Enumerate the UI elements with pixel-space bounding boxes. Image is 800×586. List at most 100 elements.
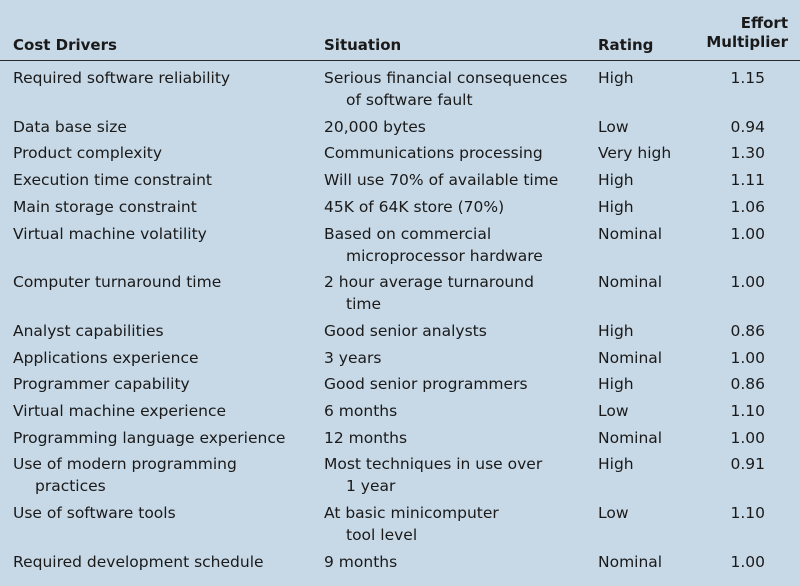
cell-effort-multiplier: 1.11 (730, 171, 765, 190)
cell-cost-driver: Computer turnaround time (13, 271, 313, 293)
situation-text: 20,000 bytes (324, 117, 426, 136)
cell-effort-multiplier: 1.15 (730, 69, 765, 87)
cost-driver-text: Execution time constraint (13, 171, 212, 190)
cost-driver-text: Data base size (13, 117, 127, 136)
cost-driver-text: Virtual machine volatility (13, 224, 207, 243)
header-effort-line1: Effort (740, 14, 788, 32)
cell-effort-multiplier: 0.91 (730, 455, 765, 474)
cost-driver-text: Analyst capabilities (13, 321, 164, 340)
cell-rating: Nominal (598, 348, 663, 367)
table-row: Programming language experience 12 months… (0, 427, 800, 449)
table-row: Required development schedule 9 months Nom… (0, 551, 800, 573)
table-row: Execution time constraint Will use 70% of… (0, 169, 800, 191)
cost-driver-text: Use of software tools (13, 504, 176, 523)
cell-cost-driver: Product complexity (13, 142, 313, 164)
cell-rating: Low (598, 402, 629, 420)
cell-situation: Good senior analysts (324, 320, 592, 342)
table-row: Computer turnaround time 2 hour average t… (0, 271, 800, 315)
cell-situation: 12 months (324, 427, 592, 449)
cell-effort-multiplier: 1.30 (730, 144, 765, 163)
cell-situation: Communications processing (324, 142, 592, 164)
cost-driver-text: Required development schedule (13, 552, 264, 571)
table-header: Cost Drivers Situation Rating Effort Mul… (0, 0, 800, 61)
cell-cost-driver: Virtual machine volatility (13, 223, 313, 245)
cell-cost-driver: Required development schedule (13, 551, 313, 573)
situation-text: 2 hour average turnaround (324, 273, 534, 292)
cell-situation: 20,000 bytes (324, 116, 592, 138)
cell-cost-driver: Main storage constraint (13, 196, 313, 218)
cell-effort-multiplier: 1.00 (730, 348, 765, 367)
table-row: Use of modern programming practices Most t… (0, 453, 800, 497)
cell-cost-driver: Programming language experience (13, 427, 313, 449)
cell-situation: Based on commercial microprocessor hardwa… (324, 223, 592, 267)
situation-text: Based on commercial (324, 224, 492, 243)
cell-situation: Good senior programmers (324, 373, 592, 395)
table-row: Applications experience 3 years Nominal 1.0… (0, 347, 800, 369)
situation-text: Good senior programmers (324, 375, 528, 394)
table-row: Analyst capabilities Good senior analysts… (0, 320, 800, 342)
table-row: Data base size 20,000 bytes Low 0.94 (0, 116, 800, 138)
cost-driver-text: Main storage constraint (13, 197, 197, 216)
table-row: Main storage constraint 45K of 64K store … (0, 196, 800, 218)
table-row: Use of software tools At basic minicomput… (0, 502, 800, 546)
table-row: Required software reliability Serious fin… (0, 67, 800, 111)
cell-cost-driver: Analyst capabilities (13, 320, 313, 342)
cell-situation: 2 hour average turnaround time (324, 271, 592, 315)
situation-text: 6 months (324, 402, 398, 420)
cell-cost-driver: Use of software tools (13, 502, 313, 524)
table-row: Virtual machine volatility Based on comme… (0, 223, 800, 267)
cell-cost-driver: Required software reliability (13, 67, 313, 89)
cell-rating: Very high (598, 144, 672, 163)
cell-rating: High (598, 69, 634, 87)
cell-cost-driver: Applications experience (13, 347, 313, 369)
cell-situation: Serious financial consequences of softwar… (324, 67, 592, 111)
situation-text: Communications processing (324, 144, 543, 163)
header-cost-drivers: Cost Drivers (13, 36, 117, 54)
cell-effort-multiplier: 1.00 (730, 428, 765, 447)
header-rating: Rating (598, 36, 654, 54)
cell-effort-multiplier: 1.06 (730, 197, 765, 216)
cost-driver-text: Programmer capability (13, 375, 190, 394)
table-row: Product complexity Communications process… (0, 142, 800, 164)
header-effort-multiplier: Effort Multiplier (678, 14, 788, 52)
cost-driver-text: Computer turnaround time (13, 273, 222, 292)
cost-driver-text: Required software reliability (13, 69, 231, 87)
cell-cost-driver: Data base size (13, 116, 313, 138)
cell-cost-driver: Virtual machine experience (13, 400, 313, 422)
cell-effort-multiplier: 1.00 (730, 273, 765, 292)
cost-driver-text: Applications experience (13, 348, 199, 367)
cell-situation: At basic minicomputer tool level (324, 502, 592, 546)
situation-text: 45K of 64K store (70%) (324, 197, 505, 216)
cell-effort-multiplier: 1.00 (730, 552, 765, 571)
situation-text: 1 year (346, 477, 396, 496)
cost-driver-text: Product complexity (13, 144, 163, 163)
header-situation: Situation (324, 36, 402, 54)
cell-effort-multiplier: 0.94 (730, 117, 765, 136)
cell-rating: High (598, 197, 634, 216)
situation-text: Good senior analysts (324, 321, 487, 340)
cell-rating: Low (598, 504, 629, 523)
cell-rating: Low (598, 117, 629, 136)
table-row: Programmer capability Good senior program… (0, 373, 800, 395)
cell-effort-multiplier: 1.10 (730, 504, 765, 523)
situation-text: tool level (346, 526, 418, 545)
header-effort-line2: Multiplier (706, 33, 788, 51)
situation-text: Serious financial consequences (324, 69, 568, 87)
cell-effort-multiplier: 1.00 (730, 224, 765, 243)
cell-rating: High (598, 171, 634, 190)
cell-rating: Nominal (598, 428, 663, 447)
cell-effort-multiplier: 0.86 (730, 375, 765, 394)
cell-effort-multiplier: 1.10 (730, 402, 765, 420)
cell-situation: 6 months (324, 400, 592, 422)
cell-cost-driver: Execution time constraint (13, 169, 313, 191)
situation-text: Will use 70% of available time (324, 171, 559, 190)
situation-text: time (346, 295, 382, 314)
cell-rating: Nominal (598, 273, 663, 292)
situation-text: Most techniques in use over (324, 455, 543, 474)
situation-text: 3 years (324, 348, 382, 367)
cost-driver-text: Programming language experience (13, 428, 286, 447)
situation-text: 12 months (324, 428, 408, 447)
cell-situation: Will use 70% of available time (324, 169, 592, 191)
cell-rating: Nominal (598, 224, 663, 243)
